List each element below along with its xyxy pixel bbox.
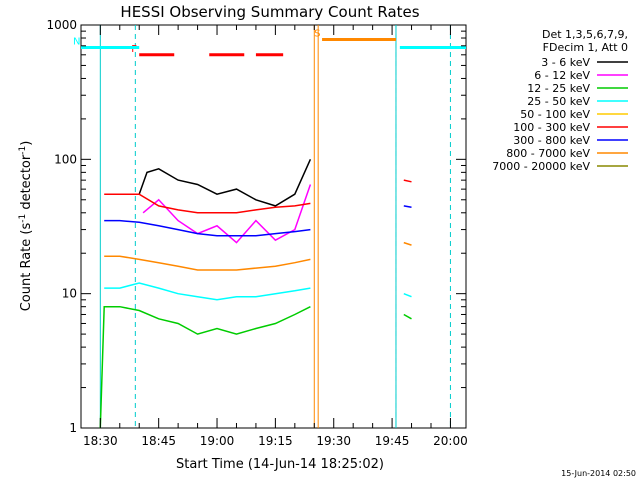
- legend-label: 12 - 25 keV: [527, 82, 590, 95]
- y-axis: 1 10 100 1000: [46, 18, 466, 435]
- series-line: [138, 158, 312, 207]
- y-label-superscript: -1: [18, 214, 28, 223]
- x-tick-label: 19:45: [375, 434, 410, 448]
- legend-label: 6 - 12 keV: [534, 69, 590, 82]
- x-tick-label: 18:30: [83, 434, 118, 448]
- legend-header: FDecim 1, Att 0: [543, 41, 628, 54]
- series-line: [403, 293, 412, 298]
- y-label-part: Count Rate (s: [19, 223, 34, 312]
- flag-label: F: [131, 44, 137, 55]
- series-line: [104, 219, 311, 237]
- flag-label: N: [73, 36, 80, 47]
- y-tick-label: 10: [62, 287, 77, 301]
- legend-label: 25 - 50 keV: [527, 95, 590, 108]
- y-label-superscript: -1: [18, 146, 28, 155]
- legend-label: 800 - 7000 keV: [506, 147, 590, 160]
- y-axis-label: Count Rate (s-1 detector-1): [18, 141, 34, 312]
- y-label-part: detector: [19, 154, 34, 214]
- y-label-part: ): [19, 141, 34, 146]
- x-tick-label: 19:00: [200, 434, 235, 448]
- flag-label: S: [314, 28, 320, 39]
- series-line: [403, 241, 412, 246]
- y-tick-label: 1000: [46, 18, 77, 32]
- y-tick-label: 1: [69, 421, 77, 435]
- legend-header: Det 1,3,5,6,7,9,: [542, 28, 628, 41]
- x-axis-label: Start Time (14-Jun-14 18:25:02): [176, 457, 384, 472]
- x-axis: 18:30 18:45 19:00 19:15 19:30 19:45 20:00: [83, 25, 468, 448]
- series-line: [104, 255, 311, 271]
- chart-title: HESSI Observing Summary Count Rates: [120, 3, 419, 21]
- y-label-text: Count Rate (s-1 detector-1): [18, 141, 34, 312]
- series-line: [403, 313, 412, 320]
- x-tick-label: 19:15: [258, 434, 293, 448]
- legend-label: 50 - 100 keV: [520, 108, 590, 121]
- series-line: [403, 179, 412, 183]
- y-tick-label: 100: [54, 152, 77, 166]
- series-line: [403, 205, 412, 208]
- footer-timestamp: 15-Jun-2014 02:50: [561, 469, 636, 478]
- legend: Det 1,3,5,6,7,9,FDecim 1, Att 0 3 - 6 keV…: [492, 28, 628, 173]
- x-tick-label: 20:00: [433, 434, 468, 448]
- plot-frame: [80, 24, 467, 429]
- series-line: [104, 193, 311, 214]
- legend-label: 7000 - 20000 keV: [492, 160, 590, 173]
- series-line: [104, 282, 311, 301]
- legend-label: 300 - 800 keV: [513, 134, 590, 147]
- plot-area: F S N: [73, 25, 466, 429]
- series-line: [99, 305, 311, 429]
- x-tick-label: 18:45: [141, 434, 176, 448]
- x-tick-label: 19:30: [316, 434, 351, 448]
- series-line: [142, 184, 312, 244]
- legend-label: 100 - 300 keV: [513, 121, 590, 134]
- legend-label: 3 - 6 keV: [541, 56, 590, 69]
